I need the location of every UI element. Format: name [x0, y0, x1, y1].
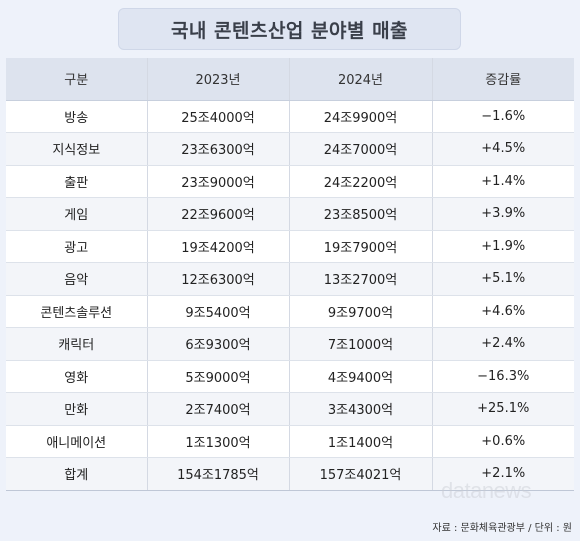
- cell-2024: 24조2200억: [289, 165, 433, 198]
- table-row: 영화 5조9000억 4조9400억 −16.3%: [6, 360, 574, 393]
- cell-2023: 22조9600억: [147, 197, 290, 231]
- table-row: 지식정보 23조6300억 24조7000억 +4.5%: [6, 132, 574, 166]
- table-row: 캐릭터 6조9300억 7조1000억 +2.4%: [6, 327, 574, 361]
- page-title: 국내 콘텐츠산업 분야별 매출: [170, 19, 409, 42]
- cell-2024: 9조9700억: [289, 295, 433, 328]
- cell-2023: 2조7400억: [147, 392, 290, 426]
- cell-2023: 23조6300억: [147, 132, 290, 166]
- cell-2024: 1조1400억: [289, 425, 433, 458]
- cell-change-rate: +1.9%: [432, 230, 574, 263]
- cell-change-rate: +0.6%: [432, 425, 574, 458]
- cell-2024: 3조4300억: [289, 392, 433, 426]
- cell-2024: 4조9400억: [289, 360, 433, 393]
- cell-2023: 154조1785억: [147, 457, 290, 491]
- sales-table: 구분 2023년 2024년 증감률 방송 25조4000억 24조9900억 −1.…: [6, 58, 574, 491]
- table-row: 콘텐츠솔루션 9조5400억 9조9700억 +4.6%: [6, 295, 574, 328]
- cell-2023: 19조4200억: [147, 230, 290, 263]
- cell-category: 만화: [6, 392, 148, 426]
- title-box: 국내 콘텐츠산업 분야별 매출: [118, 8, 461, 50]
- header-category: 구분: [6, 58, 148, 101]
- cell-category: 방송: [6, 100, 148, 133]
- cell-2023: 25조4000억: [147, 100, 290, 133]
- header-2024: 2024년: [289, 58, 433, 101]
- cell-category: 영화: [6, 360, 148, 393]
- cell-category: 캐릭터: [6, 327, 148, 361]
- cell-2023: 5조9000억: [147, 360, 290, 393]
- table-row: 방송 25조4000억 24조9900억 −1.6%: [6, 100, 574, 133]
- cell-2024: 7조1000억: [289, 327, 433, 361]
- header-change-rate: 증감률: [432, 58, 574, 101]
- cell-2023: 6조9300억: [147, 327, 290, 361]
- cell-change-rate: +5.1%: [432, 262, 574, 296]
- cell-change-rate: +3.9%: [432, 197, 574, 231]
- table-row: 음악 12조6300억 13조2700억 +5.1%: [6, 262, 574, 296]
- cell-category: 합계: [6, 457, 148, 491]
- cell-change-rate: +2.4%: [432, 327, 574, 361]
- table-header-row: 구분 2023년 2024년 증감률: [6, 58, 574, 101]
- cell-category: 콘텐츠솔루션: [6, 295, 148, 328]
- cell-change-rate: +1.4%: [432, 165, 574, 198]
- cell-category: 광고: [6, 230, 148, 263]
- cell-2024: 19조7900억: [289, 230, 433, 263]
- source-note: 자료 : 문화체육관광부 / 단위 : 원: [432, 523, 572, 534]
- cell-change-rate: +4.5%: [432, 132, 574, 166]
- cell-2023: 1조1300억: [147, 425, 290, 458]
- cell-2024: 13조2700억: [289, 262, 433, 296]
- table-row: 광고 19조4200억 19조7900억 +1.9%: [6, 230, 574, 263]
- cell-2024: 24조7000억: [289, 132, 433, 166]
- cell-2024: 157조4021억: [289, 457, 433, 491]
- cell-category: 애니메이션: [6, 425, 148, 458]
- cell-change-rate: −16.3%: [432, 360, 574, 393]
- cell-2024: 23조8500억: [289, 197, 433, 231]
- cell-2023: 12조6300억: [147, 262, 290, 296]
- cell-2023: 23조9000억: [147, 165, 290, 198]
- cell-category: 음악: [6, 262, 148, 296]
- cell-change-rate: +4.6%: [432, 295, 574, 328]
- table-row: 만화 2조7400억 3조4300억 +25.1%: [6, 392, 574, 426]
- table-row: 애니메이션 1조1300억 1조1400억 +0.6%: [6, 425, 574, 458]
- cell-category: 지식정보: [6, 132, 148, 166]
- cell-change-rate: +2.1%: [432, 457, 574, 491]
- table-row: 게임 22조9600억 23조8500억 +3.9%: [6, 197, 574, 231]
- watermark-logo: datanews: [441, 478, 532, 503]
- cell-change-rate: −1.6%: [432, 100, 574, 133]
- table-row: 출판 23조9000억 24조2200억 +1.4%: [6, 165, 574, 198]
- table-total-row: 합계 154조1785억 157조4021억 +2.1%: [6, 457, 574, 491]
- header-2023: 2023년: [147, 58, 290, 101]
- cell-change-rate: +25.1%: [432, 392, 574, 426]
- cell-2024: 24조9900억: [289, 100, 433, 133]
- cell-2023: 9조5400억: [147, 295, 290, 328]
- cell-category: 출판: [6, 165, 148, 198]
- cell-category: 게임: [6, 197, 148, 231]
